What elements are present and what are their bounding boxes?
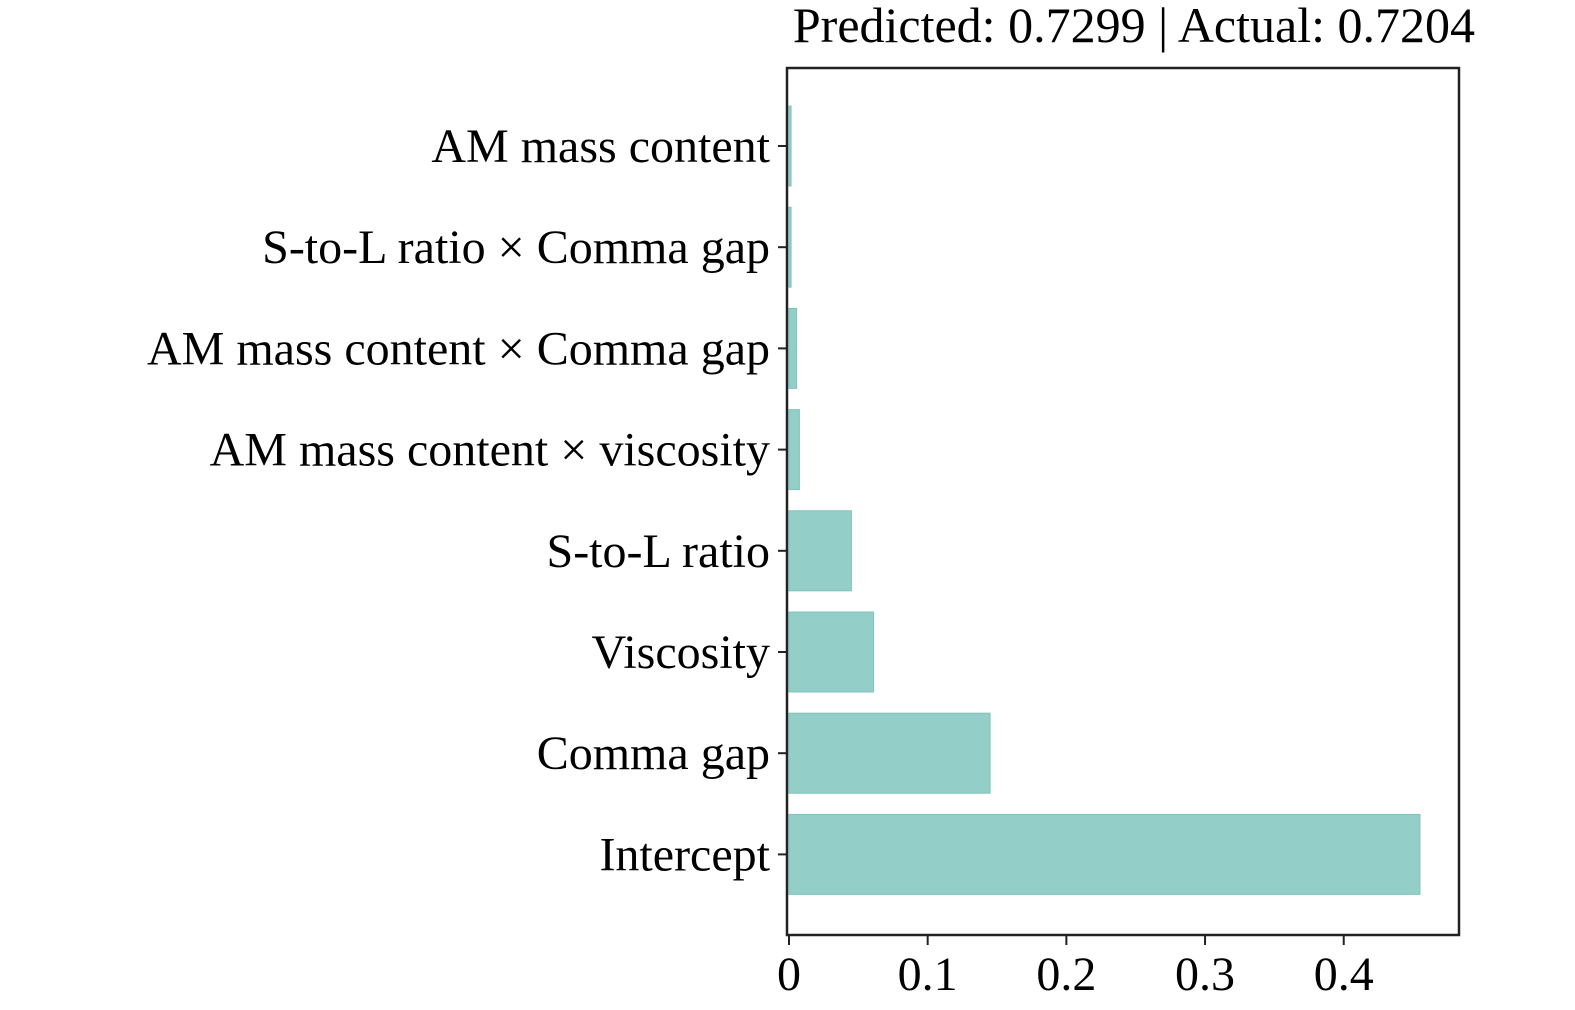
y-axis: AM mass content S-to-L ratio × Comma gap A… xyxy=(147,120,787,881)
chart-title: Predicted: 0.7299 | Actual: 0.7204 xyxy=(793,0,1475,53)
y-tick-label: AM mass content × Comma gap xyxy=(147,322,770,375)
y-tick-label: Intercept xyxy=(599,828,770,881)
plot-frame xyxy=(785,66,1461,937)
bar-6 xyxy=(788,712,991,794)
bar-0 xyxy=(788,105,792,187)
bar-1 xyxy=(788,206,792,288)
y-tick-label: S-to-L ratio xyxy=(547,525,771,578)
y-tick-label: AM mass content xyxy=(431,120,770,173)
x-axis: 0 0.1 0.2 0.3 0.4 xyxy=(777,935,1374,1001)
x-tick-label: 0.2 xyxy=(1036,948,1096,1001)
y-tick-label: Comma gap xyxy=(537,727,770,780)
bar-4 xyxy=(788,510,852,592)
y-tick-label: Viscosity xyxy=(592,626,770,679)
y-tick-label: S-to-L ratio × Comma gap xyxy=(262,221,770,274)
x-tick-label: 0.3 xyxy=(1175,948,1235,1001)
bar-7 xyxy=(788,813,1421,895)
y-tick-label: AM mass content × viscosity xyxy=(210,424,770,477)
bar-3 xyxy=(788,409,800,491)
bar-2 xyxy=(788,307,798,389)
bar-5 xyxy=(788,611,875,693)
x-tick-label: 0 xyxy=(777,948,801,1001)
x-tick-label: 0.1 xyxy=(898,948,958,1001)
bars-layer xyxy=(788,105,1421,895)
x-tick-label: 0.4 xyxy=(1314,948,1374,1001)
